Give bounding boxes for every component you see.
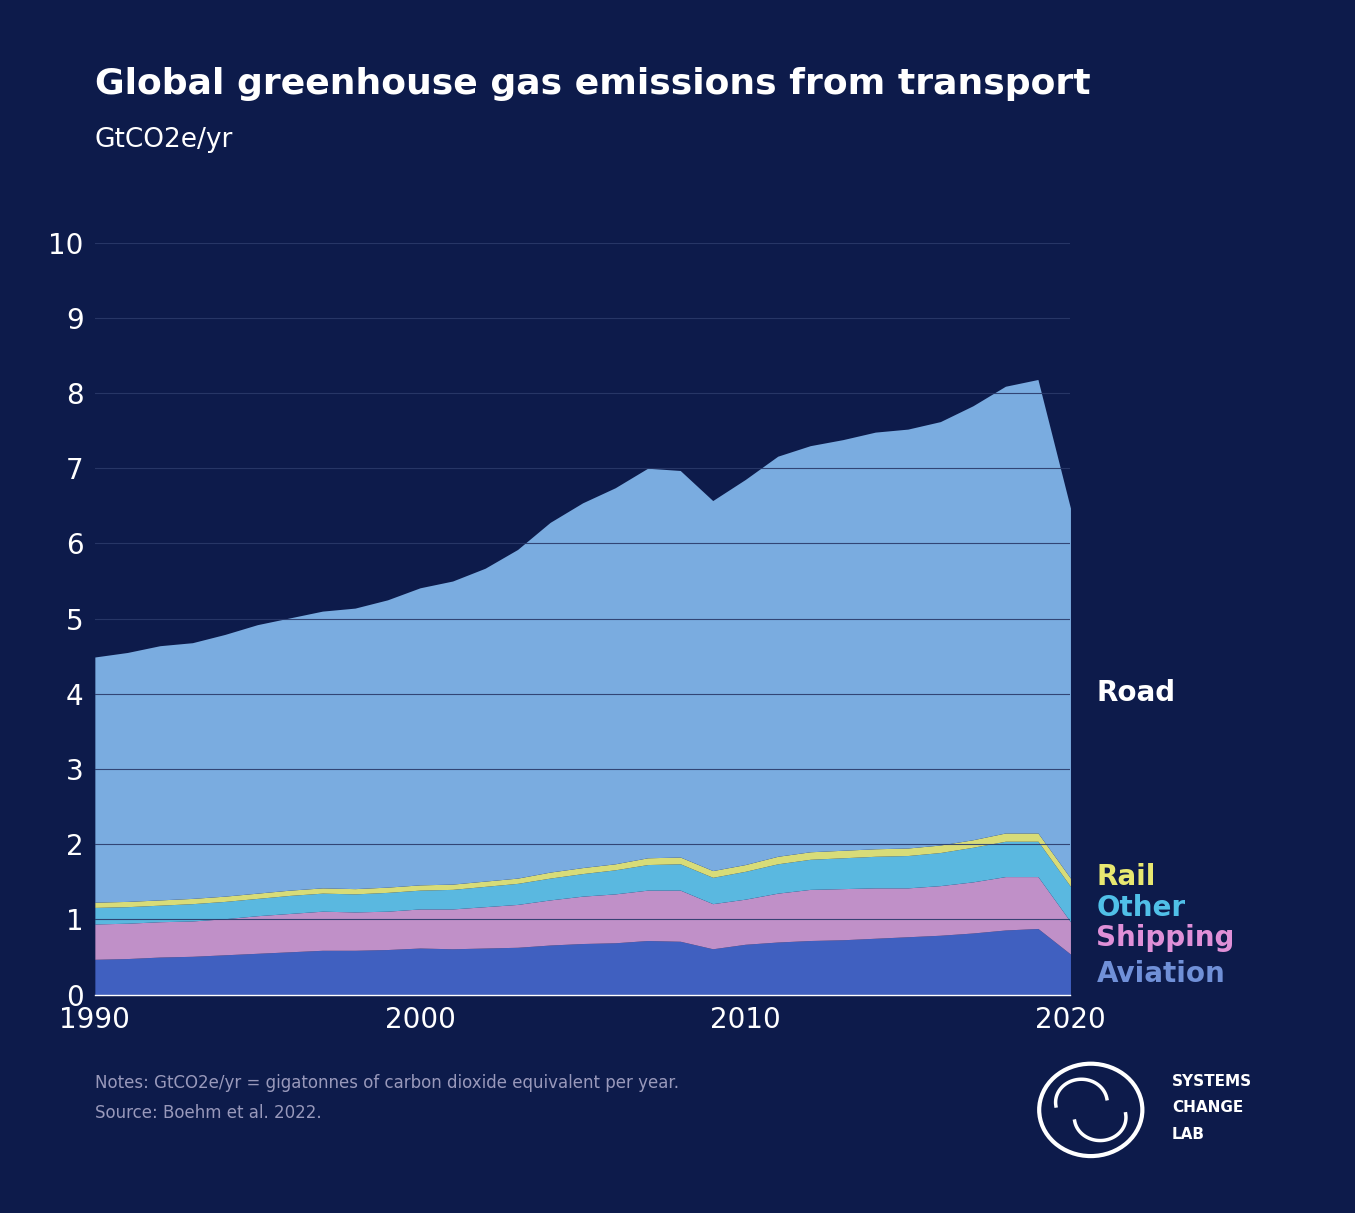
Text: SYSTEMS: SYSTEMS bbox=[1172, 1074, 1252, 1088]
Text: Global greenhouse gas emissions from transport: Global greenhouse gas emissions from tra… bbox=[95, 67, 1091, 101]
Text: Notes: GtCO2e/yr = gigatonnes of carbon dioxide equivalent per year.: Notes: GtCO2e/yr = gigatonnes of carbon … bbox=[95, 1074, 679, 1092]
Text: Rail: Rail bbox=[1096, 862, 1156, 890]
Text: GtCO2e/yr: GtCO2e/yr bbox=[95, 127, 233, 153]
Text: LAB: LAB bbox=[1172, 1127, 1205, 1141]
Text: CHANGE: CHANGE bbox=[1172, 1100, 1244, 1115]
Text: Source: Boehm et al. 2022.: Source: Boehm et al. 2022. bbox=[95, 1104, 321, 1122]
Text: Road: Road bbox=[1096, 679, 1176, 707]
Text: Other: Other bbox=[1096, 894, 1186, 922]
Text: Shipping: Shipping bbox=[1096, 924, 1234, 952]
Text: Aviation: Aviation bbox=[1096, 961, 1225, 989]
